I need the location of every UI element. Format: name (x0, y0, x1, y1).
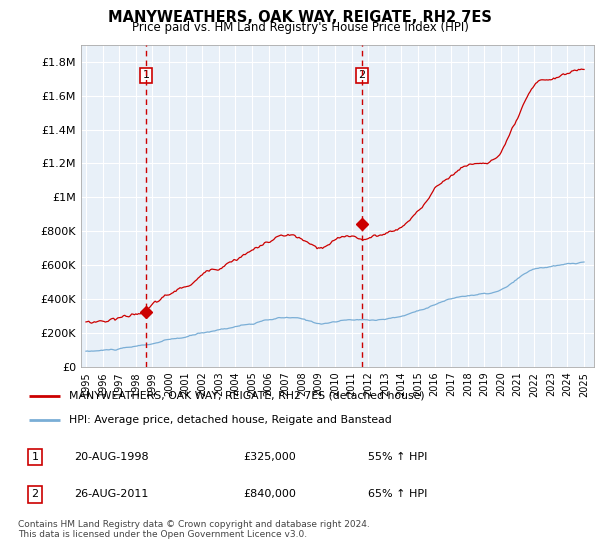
Text: 2: 2 (31, 489, 38, 499)
Text: MANYWEATHERS, OAK WAY, REIGATE, RH2 7ES (detached house): MANYWEATHERS, OAK WAY, REIGATE, RH2 7ES … (69, 391, 424, 401)
Text: £840,000: £840,000 (244, 489, 296, 499)
Text: 55% ↑ HPI: 55% ↑ HPI (368, 452, 427, 462)
Text: 65% ↑ HPI: 65% ↑ HPI (368, 489, 427, 499)
Text: Contains HM Land Registry data © Crown copyright and database right 2024.: Contains HM Land Registry data © Crown c… (18, 520, 370, 529)
Text: HPI: Average price, detached house, Reigate and Banstead: HPI: Average price, detached house, Reig… (69, 415, 392, 425)
Text: 1: 1 (143, 71, 149, 80)
Text: 2: 2 (358, 71, 365, 80)
Text: 26-AUG-2011: 26-AUG-2011 (74, 489, 149, 499)
Text: MANYWEATHERS, OAK WAY, REIGATE, RH2 7ES: MANYWEATHERS, OAK WAY, REIGATE, RH2 7ES (108, 10, 492, 25)
Text: £325,000: £325,000 (244, 452, 296, 462)
Text: 20-AUG-1998: 20-AUG-1998 (74, 452, 149, 462)
Text: Price paid vs. HM Land Registry's House Price Index (HPI): Price paid vs. HM Land Registry's House … (131, 21, 469, 34)
Text: 1: 1 (31, 452, 38, 462)
Text: This data is licensed under the Open Government Licence v3.0.: This data is licensed under the Open Gov… (18, 530, 307, 539)
